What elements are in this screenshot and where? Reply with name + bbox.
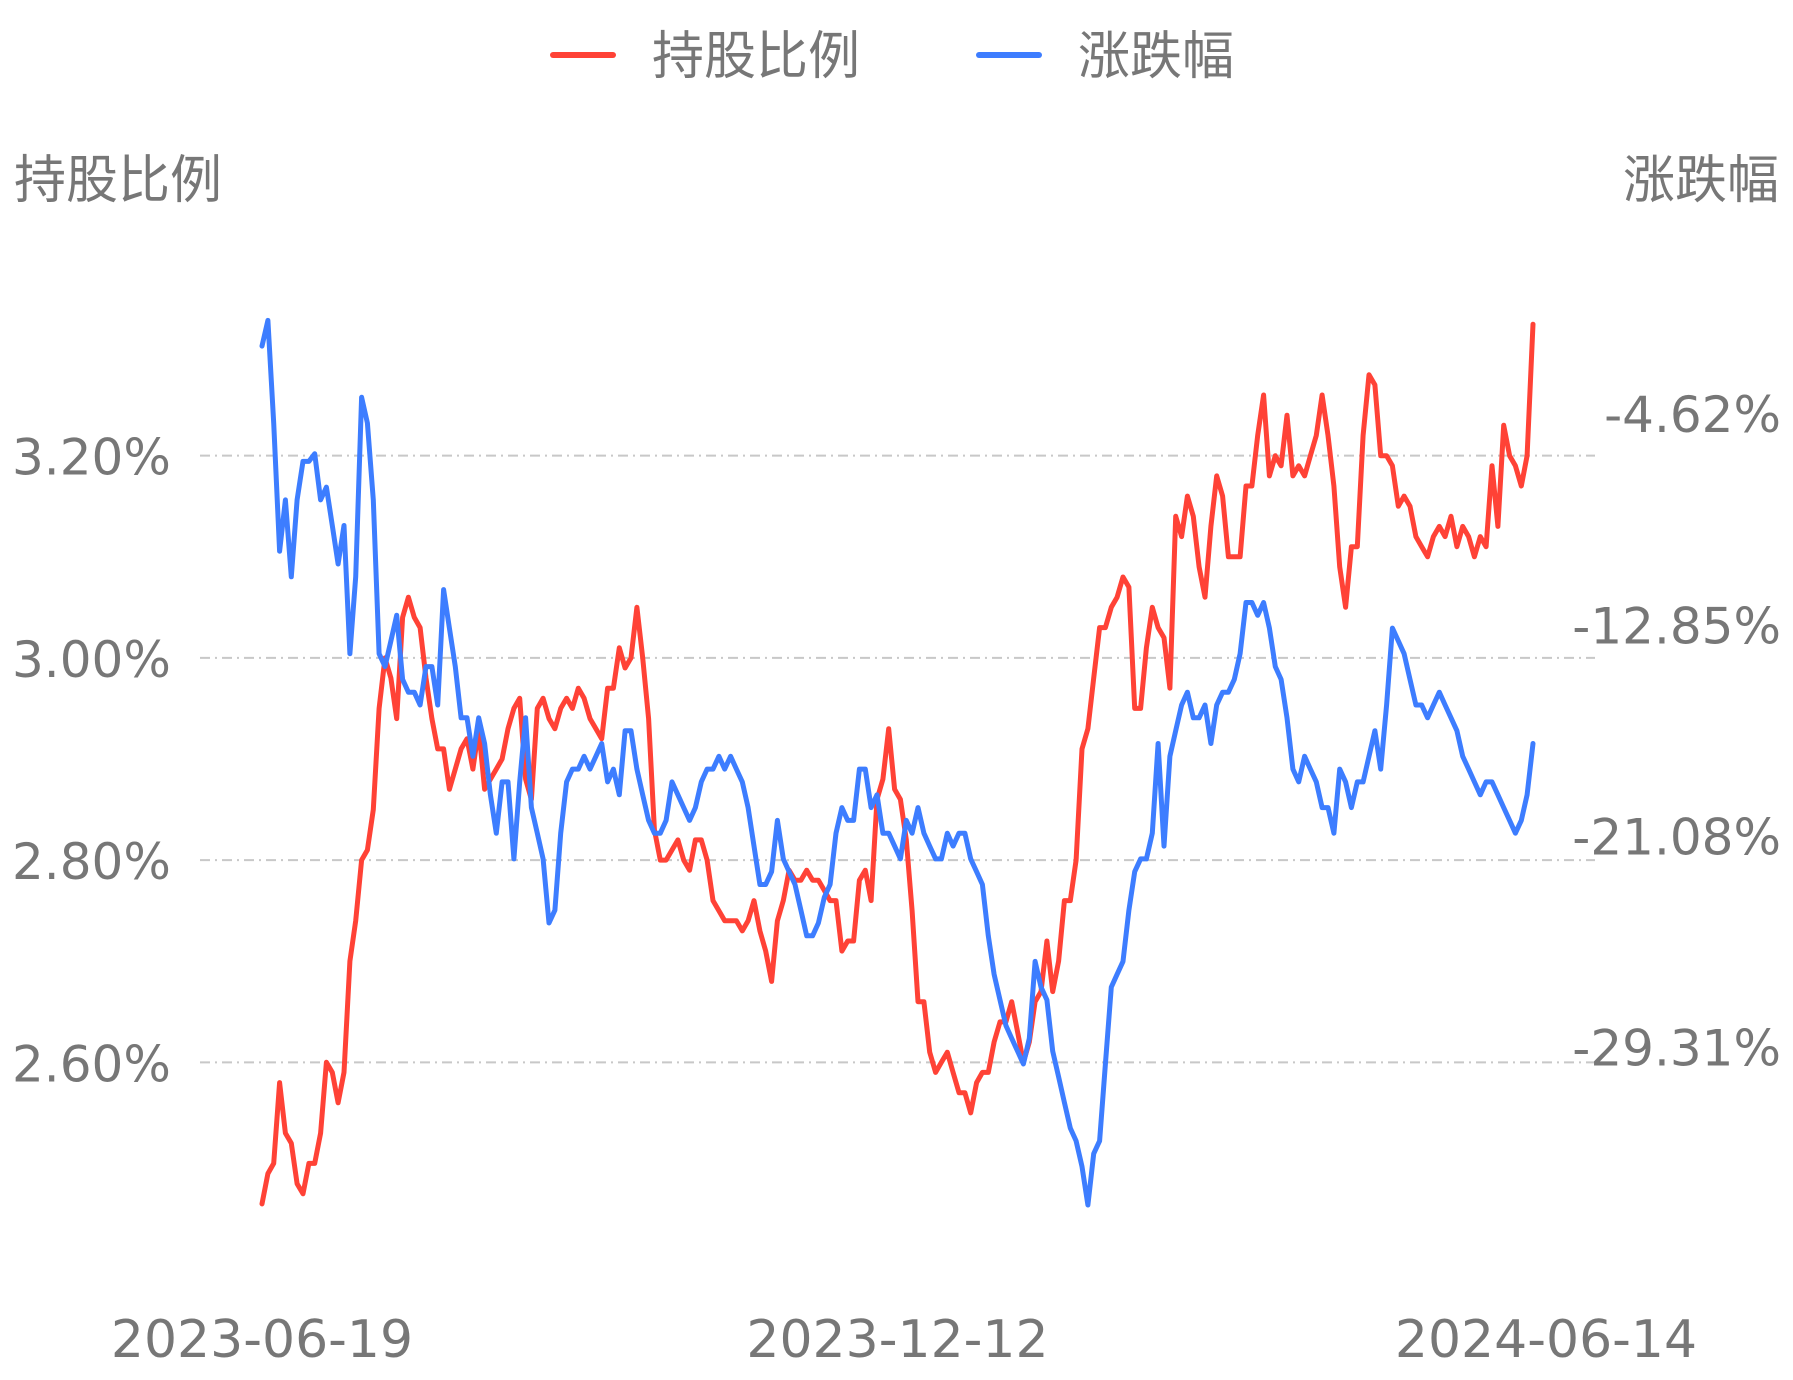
y-right-axis-title: 涨跌幅 [1623,151,1779,211]
y-left-tick-label: 3.20% [12,429,171,487]
series-line-price-change [259,317,1536,1208]
x-tick-label: 2023-12-12 [746,1310,1048,1370]
y-right-tick-label: -12.85% [1572,597,1781,655]
y-left-tick-label: 3.00% [12,631,171,689]
y-left-tick-label: 2.80% [12,833,171,891]
legend-label-holding: 持股比例 [652,27,860,87]
x-tick-labels: 2023-06-19 2023-12-12 2024-06-14 [111,1310,1697,1370]
y-left-tick-labels: 3.20% 3.00% 2.80% 2.60% [12,429,171,1094]
gridlines [200,454,1595,1064]
y-right-tick-label: -4.62% [1604,386,1781,444]
x-tick-label: 2024-06-14 [1395,1310,1697,1370]
y-right-tick-label: -21.08% [1572,808,1781,866]
y-right-tick-labels: -4.62% -12.85% -21.08% -29.31% [1572,386,1781,1077]
legend: 持股比例 涨跌幅 [550,27,1234,87]
series-line-holding-ratio [259,321,1536,1207]
x-tick-label: 2023-06-19 [111,1310,413,1370]
y-right-tick-label: -29.31% [1572,1019,1781,1077]
y-left-axis-title: 持股比例 [14,151,222,211]
legend-label-change: 涨跌幅 [1078,27,1234,87]
y-left-tick-label: 2.60% [12,1035,171,1093]
plot-series [259,317,1536,1208]
